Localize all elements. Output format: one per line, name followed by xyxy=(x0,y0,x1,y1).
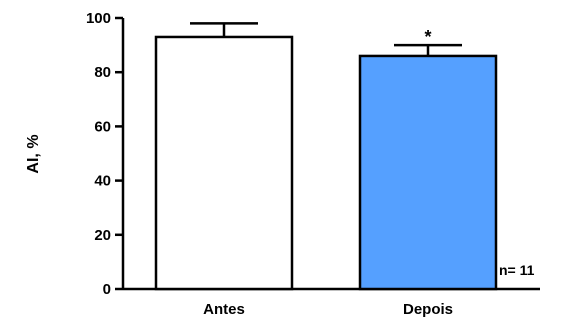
x-tick-label-depois: Depois xyxy=(403,301,453,318)
y-tick-label: 40 xyxy=(94,173,111,190)
significance-marker: * xyxy=(424,27,431,47)
y-tick-label: 20 xyxy=(94,227,111,244)
x-axis: Antes Depois xyxy=(203,301,453,318)
y-tick-label: 80 xyxy=(94,64,111,81)
bar-depois xyxy=(358,54,498,291)
y-axis-title: AI, % xyxy=(25,134,42,173)
bar-antes xyxy=(154,35,294,291)
y-tick-label: 100 xyxy=(86,10,111,27)
y-tick-label: 0 xyxy=(103,281,111,298)
bars-group: * xyxy=(154,22,498,291)
sample-size-note: n= 11 xyxy=(499,262,535,278)
x-tick-label-antes: Antes xyxy=(203,301,245,318)
y-tick-label: 60 xyxy=(94,118,111,135)
